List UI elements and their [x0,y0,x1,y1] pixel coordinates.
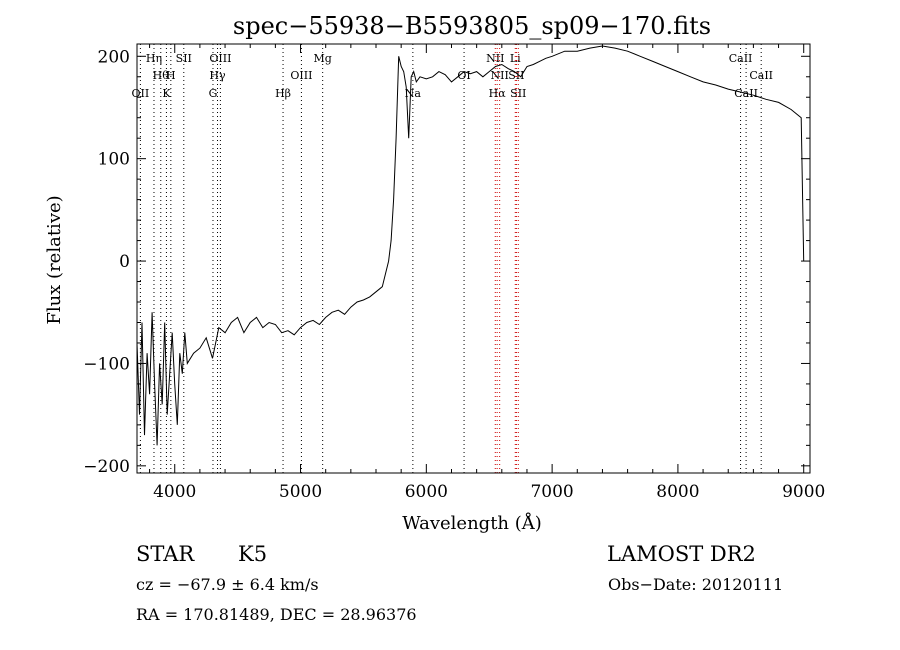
spectral-line-label: H [166,69,176,82]
flux-line [136,45,805,446]
spectral-line-label: CaII [749,69,773,82]
spectral-line-label: Hθ [153,69,170,82]
spectrum-series [136,45,805,446]
spectral-line-label: OIII [290,69,312,82]
spectral-line-label: CaII [729,52,753,65]
spectral-line-label: OII [132,87,150,100]
spectral-line-label: SII [508,69,524,82]
spectral-line-label: Hη [146,52,162,65]
x-tick-label: 4000 [153,482,196,502]
spectral-line-label: Hα [489,87,507,100]
spectral-line-markers: OIIHηHθKHSIIGHγOIIIHβOIIIMgNaOINIIHαNIIL… [132,44,773,473]
spectral-line-label: Li [510,52,521,65]
x-tick-label: 9000 [782,482,825,502]
redshift-cz: cz = −67.9 ± 6.4 km/s [136,575,319,594]
y-tick-label: 0 [119,252,130,272]
spectral-line-label: Na [405,87,422,100]
spectral-line-label: G [209,87,218,100]
x-tick-label: 7000 [530,482,573,502]
spectral-line-label: NII [486,52,504,65]
y-tick-label: 200 [98,47,130,67]
object-subclass: K5 [238,542,268,566]
observation-date: Obs−Date: 20120111 [608,575,784,594]
spectral-line-label: Hγ [209,69,226,82]
y-tick-label: −200 [83,457,130,477]
spectrum-chart: spec−55938−B5593805_sp09−170.fits OII Hη H… [44,12,825,534]
x-axis-label: Wavelength (Å) [402,512,542,534]
y-tick-label: −100 [83,354,130,374]
spectral-line-label: SII [176,52,192,65]
survey-name: LAMOST DR2 [607,542,756,566]
object-type: STAR [136,542,195,566]
x-tick-label: 6000 [405,482,448,502]
chart-title: spec−55938−B5593805_sp09−170.fits [233,12,711,40]
spectral-line-label: K [162,87,171,100]
axis-ticks: 4000 5000 6000 7000 8000 9000 −200 −100 0 100 200 [83,44,825,502]
x-tick-label: 5000 [279,482,322,502]
spectral-line-label: Mg [314,52,332,65]
x-tick-label: 8000 [656,482,699,502]
plot-frame [136,43,811,474]
coordinates: RA = 170.81489, DEC = 28.96376 [136,605,417,624]
spectral-line-label: OIII [209,52,231,65]
spectral-line-label: NII [491,69,509,82]
spectral-line-label: Hβ [275,87,291,100]
spectral-line-label: SII [510,87,526,100]
y-tick-label: 100 [98,150,130,170]
y-axis-label: Flux (relative) [44,195,65,324]
